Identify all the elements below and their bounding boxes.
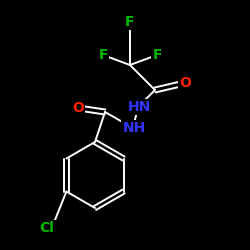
Text: F: F — [152, 48, 162, 62]
Text: F: F — [98, 48, 108, 62]
Text: HN: HN — [128, 100, 150, 114]
Text: NH: NH — [122, 121, 146, 135]
Text: F: F — [125, 15, 135, 29]
Text: O: O — [72, 101, 84, 115]
Text: O: O — [179, 76, 191, 90]
Text: Cl: Cl — [40, 221, 54, 235]
